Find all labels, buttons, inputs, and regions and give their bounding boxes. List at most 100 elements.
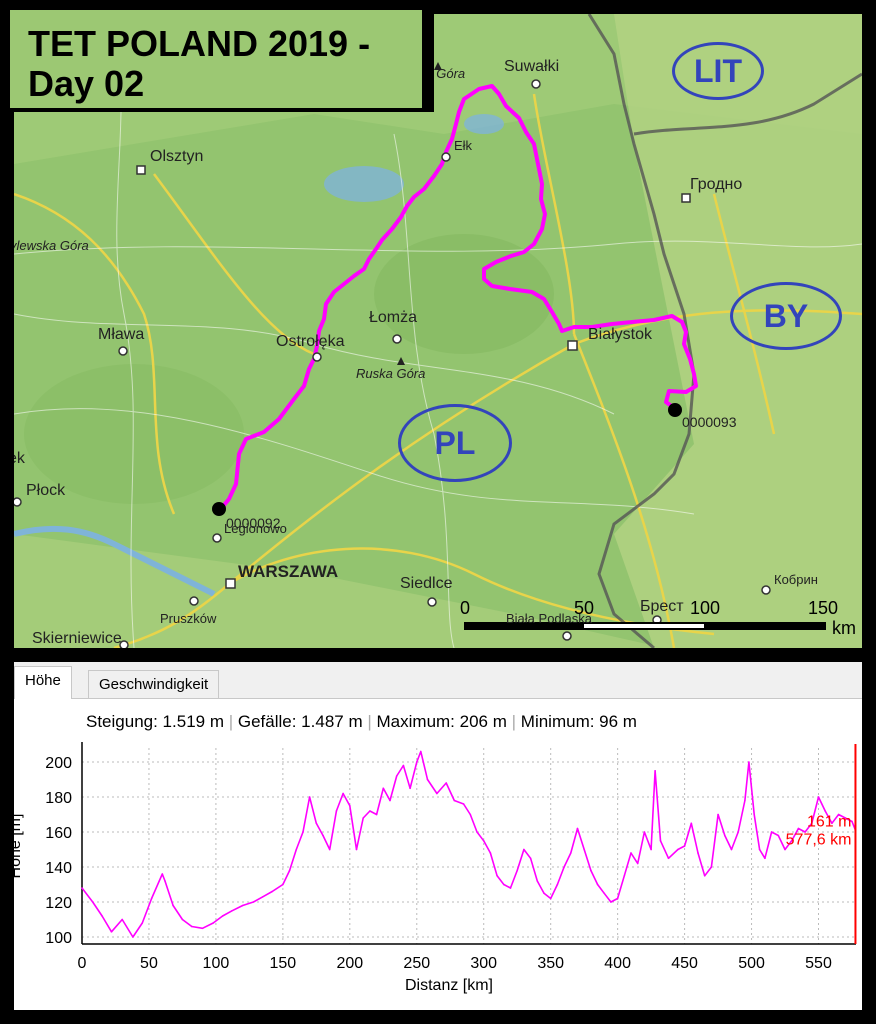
x-tick-label: 450 <box>671 955 698 972</box>
elevation-point <box>636 862 639 865</box>
stat-minimum: Minimum: 96 m <box>520 712 637 731</box>
stat-descent: Gefälle: 1.487 m <box>237 712 363 731</box>
elevation-point <box>409 787 411 790</box>
x-tick-label: 150 <box>270 955 297 972</box>
elevation-point <box>831 822 833 825</box>
x-axis-label: Distanz [km] <box>405 977 493 994</box>
place-skierniewice: Skierniewice <box>32 630 122 647</box>
page-title: TET POLAND 2019 - Day 02 <box>28 24 370 104</box>
place-biala-podlaska: Biała Podlaska <box>506 611 592 626</box>
x-tick-label: 250 <box>403 955 430 972</box>
elevation-point <box>730 848 733 851</box>
elevation-point <box>271 890 273 893</box>
elevation-point <box>677 848 679 851</box>
elevation-point <box>784 848 786 851</box>
elevation-point <box>844 817 847 819</box>
elevation-point <box>295 848 298 851</box>
elevation-point <box>650 848 652 851</box>
elevation-point <box>837 813 840 816</box>
elevation-point <box>402 764 405 767</box>
elevation-point <box>476 831 478 833</box>
elevation-point <box>389 799 391 802</box>
place-ostroleka: Ostrołęka <box>276 333 345 350</box>
place-lomza: Łomża <box>369 309 418 326</box>
elevation-point <box>770 831 773 833</box>
scale-label-0: 0 <box>460 598 471 618</box>
place-suwalki: Suwałki <box>504 58 560 75</box>
place-legionowo: Legionowo <box>224 521 287 536</box>
elevation-point <box>191 925 193 928</box>
elevation-point <box>462 803 465 805</box>
elevation-point <box>549 897 552 900</box>
elevation-point <box>804 831 806 833</box>
elevation-point <box>132 936 134 938</box>
elevation-point <box>221 915 224 917</box>
y-axis-label: Höhe [m] <box>14 814 24 879</box>
elevation-point <box>616 897 619 900</box>
elevation-point <box>322 834 324 837</box>
waypoint-end-label: 0000093 <box>682 414 737 430</box>
place-pruszkow: Pruszków <box>160 611 217 626</box>
elevation-point <box>164 880 166 882</box>
place-elk: Ełk <box>454 138 473 153</box>
elevation-point <box>503 883 505 886</box>
place-mlawa: Mława <box>98 326 145 343</box>
elevation-point <box>643 831 646 833</box>
elevation-point <box>141 922 144 924</box>
elevation-point <box>723 834 726 837</box>
map-view[interactable]: Szeska Góra Suwałki Olsztyn Ełk Гродно y… <box>14 14 862 648</box>
map-canvas <box>14 14 862 648</box>
elevation-point <box>172 904 174 907</box>
elevation-point <box>415 761 418 763</box>
elevation-point <box>569 852 572 854</box>
elevation-point <box>91 901 94 903</box>
elevation-point <box>744 799 746 802</box>
tab-height[interactable]: Höhe <box>14 666 72 699</box>
elevation-point <box>335 810 338 812</box>
elevation-point <box>590 869 592 872</box>
title-line-2: Day 02 <box>28 63 145 104</box>
elevation-point <box>543 892 545 895</box>
place-siedlce: Siedlce <box>400 575 453 592</box>
elevation-point <box>529 857 532 860</box>
elevation-point <box>315 822 318 825</box>
place-warszawa: WARSZAWA <box>238 562 339 581</box>
cursor-distance-label: 577,6 km <box>786 831 852 848</box>
elevation-point <box>764 857 766 860</box>
country-label-by: BY <box>730 282 842 350</box>
stats-line: Steigung: 1.519 m | Gefälle: 1.487 m | M… <box>86 712 637 732</box>
tab-speed[interactable]: Geschwindigkeit <box>88 670 220 698</box>
y-tick-label: 160 <box>45 825 72 842</box>
cursor-elevation-label: 161 m <box>807 813 851 830</box>
elevation-point <box>426 778 429 781</box>
elevation-point <box>252 901 255 903</box>
place-kobrin: Кобрин <box>774 572 818 587</box>
elevation-point <box>181 918 184 921</box>
scale-label-150: 150 <box>808 598 839 618</box>
elevation-point <box>362 817 365 819</box>
elevation-chart[interactable]: 0 50 100 150 200 250 300 350 400 450 500 550 100 120 1… <box>14 662 862 1010</box>
x-tick-label: 0 <box>78 955 87 972</box>
x-tick-label: 500 <box>738 955 765 972</box>
elevation-point <box>623 874 626 877</box>
elevation-point <box>121 918 123 921</box>
elevation-point <box>489 852 492 854</box>
elevation-point <box>349 804 351 807</box>
elevation-point <box>703 874 706 877</box>
scale-label-100: 100 <box>690 598 721 618</box>
y-tick-label: 180 <box>45 790 72 807</box>
elevation-point <box>583 848 585 851</box>
elevation-point <box>659 839 662 842</box>
elevation-point <box>241 904 244 907</box>
stat-maximum: Maximum: 206 m <box>376 712 507 731</box>
x-tick-label: 400 <box>604 955 631 972</box>
title-banner: TET POLAND 2019 - Day 02 <box>0 0 434 112</box>
stat-ascent: Steigung: 1.519 m <box>86 712 224 731</box>
elevation-point <box>369 810 371 812</box>
elevation-point <box>288 869 291 872</box>
stat-separator: | <box>511 712 517 731</box>
scale-label-50: 50 <box>574 598 595 618</box>
elevation-point <box>212 922 215 924</box>
country-label-lit: LIT <box>672 42 764 100</box>
elevation-point <box>817 796 820 798</box>
